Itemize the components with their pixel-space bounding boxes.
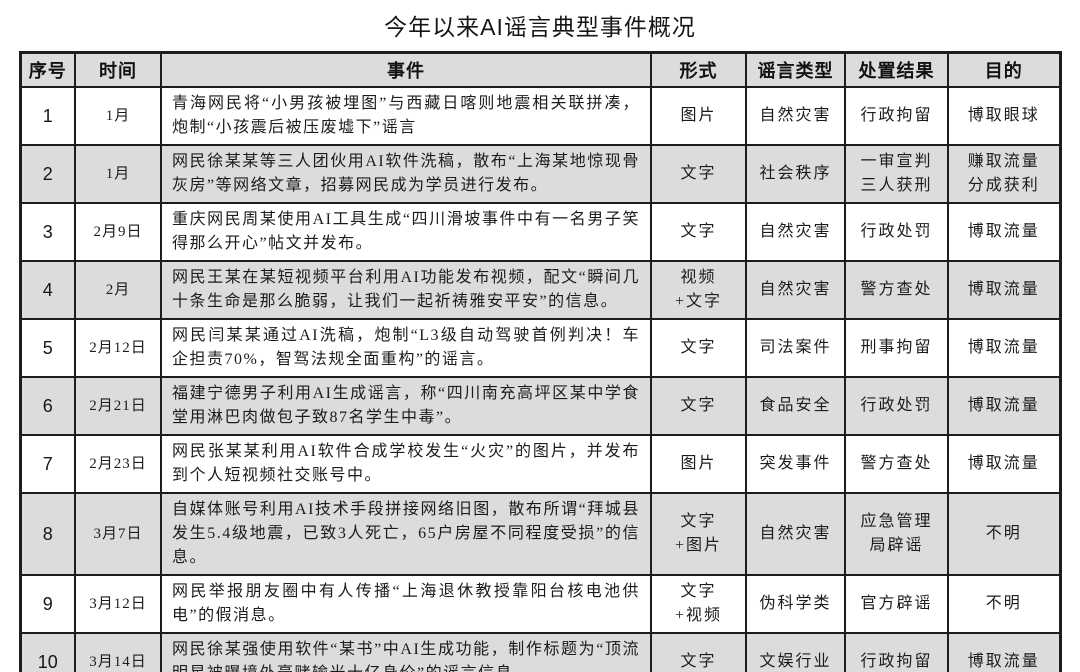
result-cell: 警方查处: [844, 434, 949, 494]
rumor-type-cell: 文娱行业: [745, 632, 846, 672]
result-cell: 行政处罚: [844, 202, 949, 262]
column-header-form: 形式: [650, 51, 747, 88]
purpose-cell: 博取流量: [947, 632, 1061, 672]
form-cell: 文字: [650, 202, 747, 262]
date-cell: 3月12日: [74, 574, 162, 634]
row-number-cell: 8: [19, 492, 76, 576]
result-cell: 行政拘留: [844, 632, 949, 672]
column-header-result: 处置结果: [844, 51, 949, 88]
rumor-type-cell: 司法案件: [745, 318, 846, 378]
date-cell: 2月: [74, 260, 162, 320]
column-header-event: 事件: [160, 51, 652, 88]
row-number-cell: 7: [19, 434, 76, 494]
row-number-cell: 4: [19, 260, 76, 320]
column-header-rumor-type: 谣言类型: [745, 51, 846, 88]
event-cell: 自媒体账号利用AI技术手段拼接网络旧图，散布所谓“拜城县发生5.4级地震，已致3…: [160, 492, 652, 576]
event-cell: 网民举报朋友圈中有人传播“上海退休教授靠阳台核电池供电”的假消息。: [160, 574, 652, 634]
table-row: 1 1月 青海网民将“小男孩被埋图”与西藏日喀则地震相关联拼凑，炮制“小孩震后被…: [19, 86, 1061, 146]
date-cell: 1月: [74, 86, 162, 146]
result-cell: 行政拘留: [844, 86, 949, 146]
purpose-cell: 博取流量: [947, 434, 1061, 494]
date-cell: 2月23日: [74, 434, 162, 494]
form-cell: 文字 +图片: [650, 492, 747, 576]
event-cell: 网民王某在某短视频平台利用AI功能发布视频，配文“瞬间几十条生命是那么脆弱，让我…: [160, 260, 652, 320]
result-cell: 警方查处: [844, 260, 949, 320]
rumor-type-cell: 突发事件: [745, 434, 846, 494]
rumor-type-cell: 食品安全: [745, 376, 846, 436]
date-cell: 3月7日: [74, 492, 162, 576]
row-number-cell: 2: [19, 144, 76, 204]
page-title: 今年以来AI谣言典型事件概况: [384, 14, 696, 40]
row-number-cell: 10: [19, 632, 76, 672]
table-row: 6 2月21日 福建宁德男子利用AI生成谣言，称“四川南充高坪区某中学食堂用淋巴…: [19, 376, 1061, 436]
table-row: 8 3月7日 自媒体账号利用AI技术手段拼接网络旧图，散布所谓“拜城县发生5.4…: [19, 492, 1061, 576]
column-header-purpose: 目的: [947, 51, 1061, 88]
purpose-cell: 博取眼球: [947, 86, 1061, 146]
column-header-time: 时间: [74, 51, 162, 88]
event-cell: 青海网民将“小男孩被埋图”与西藏日喀则地震相关联拼凑，炮制“小孩震后被压废墟下”…: [160, 86, 652, 146]
event-cell: 网民张某某利用AI软件合成学校发生“火灾”的图片，并发布到个人短视频社交账号中。: [160, 434, 652, 494]
form-cell: 文字: [650, 144, 747, 204]
table-row: 2 1月 网民徐某某等三人团伙用AI软件洗稿，散布“上海某地惊现骨灰房”等网络文…: [19, 144, 1061, 204]
rumor-type-cell: 自然灾害: [745, 260, 846, 320]
date-cell: 3月14日: [74, 632, 162, 672]
rumor-type-cell: 伪科学类: [745, 574, 846, 634]
form-cell: 图片: [650, 434, 747, 494]
purpose-cell: 博取流量: [947, 376, 1061, 436]
form-cell: 视频 +文字: [650, 260, 747, 320]
table-row: 10 3月14日 网民徐某强使用软件“某书”中AI生成功能，制作标题为“顶流明星…: [19, 632, 1061, 672]
row-number-cell: 9: [19, 574, 76, 634]
event-cell: 网民闫某某通过AI洗稿，炮制“L3级自动驾驶首例判决！车企担责70%，智驾法规全…: [160, 318, 652, 378]
event-cell: 网民徐某强使用软件“某书”中AI生成功能，制作标题为“顶流明星被曝境外豪赌输光十…: [160, 632, 652, 672]
date-cell: 2月12日: [74, 318, 162, 378]
table-row: 7 2月23日 网民张某某利用AI软件合成学校发生“火灾”的图片，并发布到个人短…: [19, 434, 1061, 494]
result-cell: 应急管理 局辟谣: [844, 492, 949, 576]
rumor-type-cell: 社会秩序: [745, 144, 846, 204]
date-cell: 2月21日: [74, 376, 162, 436]
event-cell: 重庆网民周某使用AI工具生成“四川滑坡事件中有一名男子笑得那么开心”帖文并发布。: [160, 202, 652, 262]
event-cell: 福建宁德男子利用AI生成谣言，称“四川南充高坪区某中学食堂用淋巴肉做包子致87名…: [160, 376, 652, 436]
result-cell: 行政处罚: [844, 376, 949, 436]
ai-rumor-events-table: 序号 时间 事件 形式 谣言类型 处置结果 目的 1 1月 青海网民将“小男孩被…: [18, 51, 1062, 672]
row-number-cell: 6: [19, 376, 76, 436]
date-cell: 1月: [74, 144, 162, 204]
table-row: 3 2月9日 重庆网民周某使用AI工具生成“四川滑坡事件中有一名男子笑得那么开心…: [19, 202, 1061, 262]
form-cell: 文字: [650, 632, 747, 672]
result-cell: 官方辟谣: [844, 574, 949, 634]
row-number-cell: 3: [19, 202, 76, 262]
purpose-cell: 赚取流量 分成获利: [947, 144, 1061, 204]
header-row: 序号 时间 事件 形式 谣言类型 处置结果 目的: [19, 51, 1061, 88]
event-cell: 网民徐某某等三人团伙用AI软件洗稿，散布“上海某地惊现骨灰房”等网络文章，招募网…: [160, 144, 652, 204]
form-cell: 图片: [650, 86, 747, 146]
rumor-type-cell: 自然灾害: [745, 202, 846, 262]
table-row: 9 3月12日 网民举报朋友圈中有人传播“上海退休教授靠阳台核电池供电”的假消息…: [19, 574, 1061, 634]
purpose-cell: 博取流量: [947, 318, 1061, 378]
rumor-type-cell: 自然灾害: [745, 86, 846, 146]
form-cell: 文字 +视频: [650, 574, 747, 634]
table-row: 5 2月12日 网民闫某某通过AI洗稿，炮制“L3级自动驾驶首例判决！车企担责7…: [19, 318, 1061, 378]
table-row: 4 2月 网民王某在某短视频平台利用AI功能发布视频，配文“瞬间几十条生命是那么…: [19, 260, 1061, 320]
row-number-cell: 5: [19, 318, 76, 378]
result-cell: 一审宣判 三人获刑: [844, 144, 949, 204]
form-cell: 文字: [650, 376, 747, 436]
purpose-cell: 博取流量: [947, 260, 1061, 320]
column-header-index: 序号: [19, 51, 76, 88]
rumor-type-cell: 自然灾害: [745, 492, 846, 576]
result-cell: 刑事拘留: [844, 318, 949, 378]
form-cell: 文字: [650, 318, 747, 378]
row-number-cell: 1: [19, 86, 76, 146]
purpose-cell: 不明: [947, 574, 1061, 634]
purpose-cell: 不明: [947, 492, 1061, 576]
purpose-cell: 博取流量: [947, 202, 1061, 262]
date-cell: 2月9日: [74, 202, 162, 262]
